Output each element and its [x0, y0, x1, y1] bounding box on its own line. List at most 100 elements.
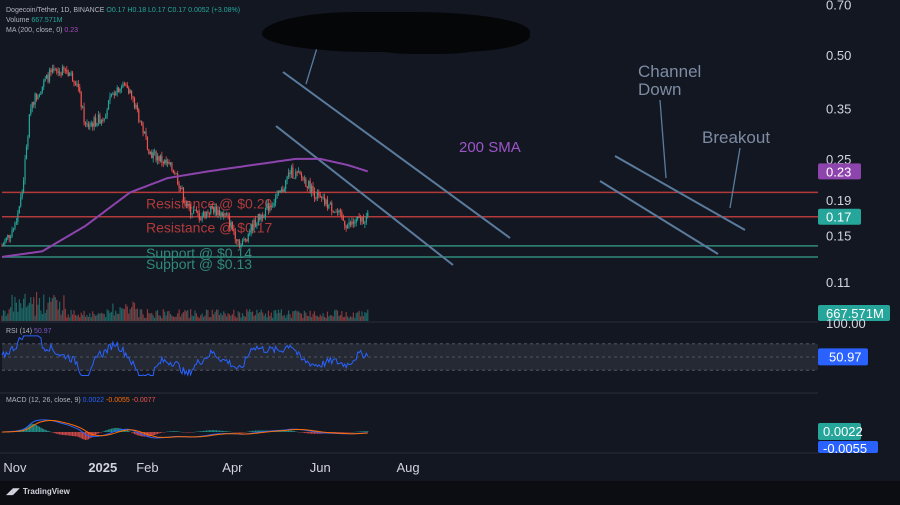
volume-bar — [237, 311, 239, 321]
macd-histogram-bar — [37, 425, 39, 432]
volume-bar — [18, 299, 20, 321]
candle-body — [12, 228, 15, 230]
macd-histogram-bar — [223, 430, 225, 432]
volume-bar — [285, 317, 287, 321]
candle-body — [264, 207, 267, 217]
volume-bar — [357, 312, 359, 321]
macd-histogram-bar — [79, 432, 81, 438]
volume-bar — [204, 315, 206, 321]
candle-body — [328, 204, 330, 209]
volume-bar — [131, 307, 133, 321]
candle-body — [132, 96, 134, 98]
ma-legend[interactable]: MA (200, close, 0) 0.23 — [6, 26, 78, 35]
candle-body — [63, 66, 65, 70]
tradingview-logo[interactable]: ◢◤ TradingView — [6, 486, 70, 497]
volume-bar — [54, 297, 56, 321]
time-tick-label: Nov — [3, 460, 27, 475]
volume-bar — [336, 310, 339, 321]
macd-histogram-bar — [214, 430, 216, 432]
candle-body — [349, 222, 352, 225]
volume-bar — [53, 295, 55, 321]
volume-bar — [37, 304, 39, 321]
macd-histogram-bar — [207, 430, 209, 432]
volume-bar — [100, 312, 102, 321]
volume-bar — [83, 310, 85, 321]
candle-body — [313, 191, 316, 198]
volume-bar — [203, 316, 205, 321]
candle-body — [211, 205, 213, 208]
macd-histogram-bar — [71, 432, 74, 437]
volume-bar — [86, 314, 88, 321]
volume-bar — [33, 297, 35, 321]
candle-body — [172, 170, 174, 173]
rsi-value-label: 50.97 — [829, 349, 862, 364]
candle-body — [76, 83, 78, 85]
volume-bar — [152, 315, 154, 321]
candle-body — [336, 211, 339, 213]
volume-bar — [11, 294, 13, 321]
macd-histogram-bar — [177, 431, 179, 432]
candle-body — [218, 210, 221, 216]
volume-bar — [188, 317, 190, 321]
macd-histogram-bar — [76, 432, 78, 437]
macd-histogram-bar — [64, 432, 66, 436]
volume-bar — [119, 307, 121, 321]
candle-body — [335, 211, 337, 213]
macd-histogram-bar — [302, 432, 304, 433]
symbol-legend[interactable]: Dogecoin/Tether, 1D, BINANCE O0.17 H0.18… — [6, 6, 240, 15]
candle-body — [50, 69, 52, 73]
volume-bar — [347, 316, 349, 321]
volume-bar — [112, 303, 114, 321]
brand-name: TradingView — [22, 487, 70, 496]
macd-histogram-bar — [287, 430, 290, 432]
candle-body — [332, 211, 334, 213]
price-axis[interactable]: 0.70 0.50 0.35 0.25 0.19 0.15 0.11 0.23 0.17 667.… — [818, 0, 900, 481]
volume-bar — [24, 293, 26, 321]
channel-line — [282, 71, 511, 239]
candle-body — [309, 180, 311, 193]
volume-bar — [325, 317, 327, 321]
macd-histogram-bar — [315, 432, 317, 434]
time-axis-bg — [0, 454, 900, 481]
macd-histogram-bar — [293, 431, 295, 432]
candle-body — [293, 177, 295, 179]
macd-histogram-bar — [152, 432, 154, 436]
candle-body — [53, 68, 55, 71]
macd-legend[interactable]: MACD (12, 26, close, 9) 0.0022 -0.0055 -… — [6, 396, 155, 405]
candle-body — [11, 229, 13, 237]
ma-legend-label: MA (200, close, 0) — [6, 27, 63, 34]
volume-bars — [1, 291, 369, 321]
macd-histogram-bar — [89, 432, 91, 439]
candle-body — [82, 106, 84, 108]
candle-body — [364, 222, 366, 224]
macd-histogram-bar — [38, 426, 41, 432]
support-resistance-lines: Resistance @ $0.20 Resistance @ $0.17 Supp… — [2, 191, 818, 272]
volume-bar — [355, 313, 357, 321]
volume-bar — [345, 312, 347, 321]
volume-bar — [43, 294, 45, 321]
candle-body — [292, 167, 294, 178]
time-axis[interactable]: Nov 2025 Feb Apr Jun Aug — [0, 454, 900, 481]
candle-body — [241, 240, 244, 246]
volume-bar — [95, 315, 97, 321]
macd-histogram-bar — [126, 430, 128, 432]
macd-histogram-bar — [95, 432, 97, 435]
macd-histogram-bar — [250, 431, 252, 432]
volume-bar — [51, 298, 53, 321]
volume-bar — [73, 310, 75, 321]
macd-histogram-bar — [112, 428, 114, 432]
rsi-legend[interactable]: RSI (14) 50.97 — [6, 327, 52, 336]
volume-legend[interactable]: Volume 667.571M — [6, 16, 62, 25]
channel-lines — [275, 71, 746, 266]
macd-legend-signal: -0.0055 — [106, 397, 130, 404]
candle-body — [303, 179, 305, 180]
macd-histogram-bar — [213, 430, 215, 432]
volume-bar — [149, 313, 151, 321]
macd-histogram-bar — [174, 431, 176, 432]
candle-body — [200, 219, 202, 221]
volume-bar — [172, 316, 174, 321]
candle-body — [194, 209, 196, 211]
volume-bar — [259, 312, 261, 321]
price-tick-label: 0.15 — [826, 228, 851, 243]
